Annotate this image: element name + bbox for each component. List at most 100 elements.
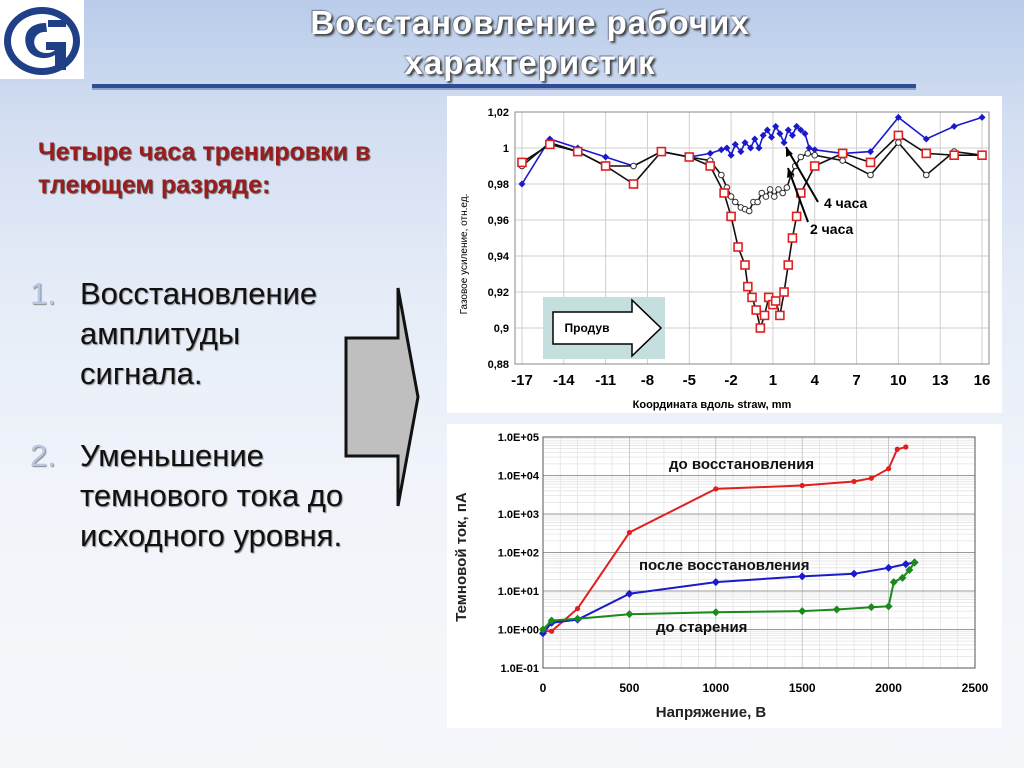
data-point bbox=[797, 126, 805, 134]
data-point bbox=[706, 149, 714, 157]
data-point bbox=[705, 161, 715, 171]
annotation-4h: 4 часа bbox=[824, 195, 868, 211]
data-point bbox=[921, 148, 932, 159]
y-tick-label: 0,94 bbox=[488, 251, 510, 263]
x-tick-label: -14 bbox=[553, 372, 575, 389]
x-tick-label: 2000 bbox=[875, 681, 902, 695]
data-point bbox=[922, 135, 930, 143]
y-tick-label: 1.0E+01 bbox=[498, 586, 539, 598]
data-point bbox=[630, 162, 637, 170]
data-point bbox=[865, 157, 876, 168]
y-tick-label: 1.0E+03 bbox=[498, 509, 539, 521]
data-point bbox=[905, 566, 914, 575]
data-point bbox=[547, 616, 556, 625]
x-tick-label: -2 bbox=[724, 372, 737, 389]
data-point bbox=[754, 198, 761, 206]
list-item-number: 1. bbox=[30, 276, 56, 311]
data-point bbox=[799, 482, 805, 489]
data-point bbox=[788, 131, 796, 139]
x-axis-label: Координата вдоль straw, mm bbox=[633, 399, 792, 411]
y-axis-label: Темновой ток, пА bbox=[453, 492, 470, 622]
data-point bbox=[839, 157, 846, 164]
data-point bbox=[867, 603, 876, 612]
data-point bbox=[755, 144, 763, 152]
x-tick-labels: -17 -14 -11 -8 -5 -2 1 4 7 10 13 16 bbox=[511, 372, 990, 389]
x-tick-label: 10 bbox=[890, 372, 907, 389]
data-point bbox=[737, 148, 745, 156]
data-point bbox=[805, 144, 813, 152]
data-point bbox=[717, 146, 725, 154]
data-point bbox=[733, 242, 743, 252]
data-point bbox=[783, 260, 794, 270]
data-point bbox=[837, 148, 848, 159]
x-tick-labels: 0 500 1000 1500 2000 2500 bbox=[540, 681, 989, 695]
data-point bbox=[886, 466, 892, 472]
data-point bbox=[539, 625, 547, 634]
y-tick-label: 1,02 bbox=[488, 107, 509, 119]
x-tick-label: 1000 bbox=[702, 681, 729, 695]
data-point bbox=[626, 529, 632, 536]
data-point bbox=[625, 610, 634, 619]
y-tick-label: 1.0E+04 bbox=[498, 471, 540, 483]
data-point bbox=[903, 444, 909, 450]
series-label-after-recovery: после восстановления bbox=[639, 557, 810, 574]
x-tick-label: 500 bbox=[619, 681, 639, 695]
gas-gain-chart: 0,88 0,9 0,92 0,94 0,96 0,98 1 1,02 -17 -14 -11 -8… bbox=[447, 96, 1002, 413]
data-point bbox=[731, 140, 739, 148]
y-tick-label: 0,88 bbox=[488, 359, 509, 371]
data-point bbox=[798, 572, 807, 581]
data-point bbox=[759, 131, 767, 139]
data-point bbox=[727, 151, 735, 159]
y-tick-label: 0,98 bbox=[488, 179, 509, 191]
data-point bbox=[573, 614, 582, 623]
arrowhead-icon bbox=[786, 147, 793, 157]
arrow-icon bbox=[552, 298, 663, 358]
y-tick-labels: 0,88 0,9 0,92 0,94 0,96 0,98 1 1,02 bbox=[488, 107, 510, 371]
data-point bbox=[784, 126, 792, 134]
data-point bbox=[780, 139, 788, 147]
data-point bbox=[711, 578, 720, 587]
data-point bbox=[850, 569, 859, 578]
chart-grid bbox=[542, 436, 976, 669]
data-point bbox=[779, 189, 786, 197]
data-point bbox=[884, 602, 893, 611]
y-tick-label: 1.0E+00 bbox=[498, 625, 539, 637]
chart-grid bbox=[514, 111, 990, 365]
data-point bbox=[727, 193, 735, 200]
data-point bbox=[766, 186, 774, 193]
x-tick-label: -11 bbox=[595, 372, 616, 389]
data-point bbox=[711, 608, 720, 617]
data-point bbox=[731, 198, 739, 206]
slide-title-line-2: характеристик bbox=[404, 44, 656, 81]
series-line bbox=[543, 446, 907, 633]
right-arrow-icon bbox=[344, 287, 420, 507]
y-tick-label: 0,96 bbox=[488, 215, 509, 227]
chart-series bbox=[539, 444, 919, 638]
data-point bbox=[775, 310, 785, 321]
data-point bbox=[922, 171, 930, 179]
series-label-before-recovery: до восстановления bbox=[669, 456, 814, 473]
y-tick-label: 1.0E+05 bbox=[498, 432, 539, 444]
data-point bbox=[884, 563, 893, 572]
organization-logo bbox=[0, 0, 84, 79]
title-divider bbox=[92, 84, 916, 90]
series-line bbox=[542, 561, 915, 634]
dark-current-plot: 1.0E-01 1.0E+00 1.0E+01 1.0E+02 1.0E+03 1.0E+… bbox=[453, 432, 989, 721]
data-point bbox=[747, 292, 757, 303]
data-point bbox=[893, 130, 904, 141]
data-point bbox=[726, 211, 736, 222]
data-point bbox=[901, 560, 910, 569]
data-point bbox=[889, 578, 898, 587]
x-tick-label: -8 bbox=[641, 372, 654, 389]
data-point bbox=[910, 558, 919, 567]
chart-annotations: 4 часа 2 часа bbox=[785, 146, 868, 237]
data-point bbox=[772, 122, 780, 130]
list-item-text: Восстановление амплитуды сигнала. bbox=[80, 276, 318, 391]
data-point bbox=[775, 186, 782, 193]
plot-frame bbox=[542, 436, 976, 669]
data-point bbox=[762, 193, 770, 200]
y-axis-label: Газовое усиление, отн.ед. bbox=[459, 194, 470, 315]
data-point bbox=[949, 150, 959, 161]
data-point bbox=[894, 113, 902, 121]
x-tick-label: 0 bbox=[540, 681, 547, 695]
